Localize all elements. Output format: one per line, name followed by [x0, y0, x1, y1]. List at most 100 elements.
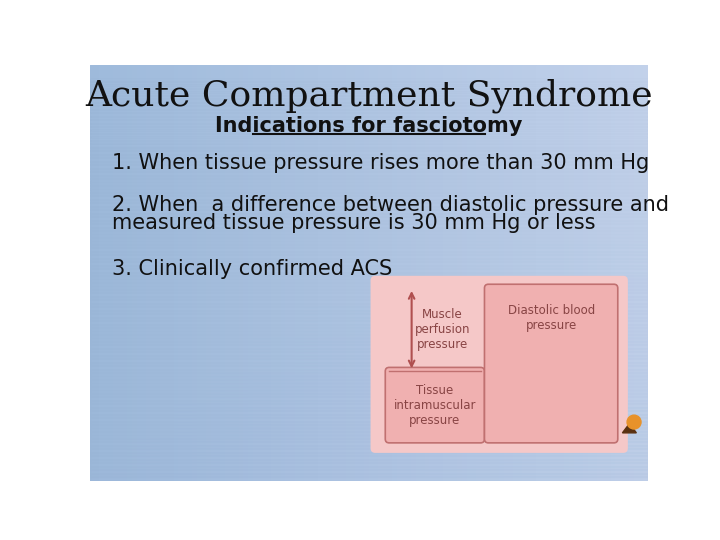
- Polygon shape: [622, 423, 636, 433]
- Bar: [444, 65, 449, 481]
- Bar: [90, 223, 648, 228]
- Bar: [90, 199, 648, 204]
- Bar: [90, 452, 648, 456]
- Bar: [90, 472, 648, 477]
- Bar: [90, 348, 648, 353]
- Bar: [90, 91, 648, 96]
- Bar: [90, 202, 648, 207]
- Bar: [300, 65, 305, 481]
- Bar: [243, 65, 249, 481]
- Bar: [271, 65, 277, 481]
- Text: Diastolic blood
pressure: Diastolic blood pressure: [508, 304, 595, 332]
- Bar: [555, 65, 561, 481]
- Bar: [90, 282, 648, 287]
- Bar: [90, 458, 648, 463]
- Bar: [90, 400, 648, 404]
- Bar: [90, 206, 648, 211]
- Bar: [90, 81, 648, 85]
- Bar: [90, 154, 648, 158]
- Bar: [90, 279, 648, 283]
- Bar: [90, 123, 648, 127]
- Bar: [90, 185, 648, 190]
- Bar: [90, 396, 648, 401]
- Bar: [499, 65, 505, 481]
- Bar: [336, 65, 342, 481]
- Bar: [90, 365, 648, 370]
- Bar: [90, 320, 648, 325]
- Bar: [90, 137, 648, 141]
- Bar: [90, 445, 648, 449]
- Bar: [574, 65, 580, 481]
- Bar: [90, 67, 648, 72]
- Bar: [202, 65, 207, 481]
- Bar: [629, 65, 635, 481]
- Bar: [90, 375, 648, 380]
- Bar: [569, 65, 575, 481]
- Bar: [90, 386, 648, 390]
- Bar: [318, 65, 324, 481]
- Bar: [285, 65, 291, 481]
- Bar: [90, 71, 648, 75]
- Bar: [290, 65, 296, 481]
- Bar: [495, 65, 500, 481]
- Bar: [90, 78, 648, 82]
- Bar: [90, 157, 648, 162]
- Bar: [397, 65, 402, 481]
- Bar: [90, 330, 648, 335]
- Bar: [536, 65, 542, 481]
- Bar: [122, 65, 128, 481]
- Bar: [383, 65, 389, 481]
- Bar: [90, 254, 648, 259]
- Bar: [374, 65, 379, 481]
- Bar: [90, 309, 648, 314]
- Bar: [90, 272, 648, 276]
- Bar: [402, 65, 408, 481]
- Bar: [90, 355, 648, 359]
- Text: 3. Clinically confirmed ACS: 3. Clinically confirmed ACS: [112, 259, 392, 279]
- Text: 1. When tissue pressure rises more than 30 mm Hg: 1. When tissue pressure rises more than …: [112, 153, 649, 173]
- Bar: [90, 351, 648, 356]
- Bar: [192, 65, 198, 481]
- Bar: [90, 251, 648, 255]
- Bar: [578, 65, 584, 481]
- Bar: [90, 414, 648, 418]
- Bar: [90, 275, 648, 280]
- Bar: [90, 64, 648, 68]
- Bar: [616, 65, 621, 481]
- Bar: [141, 65, 147, 481]
- Bar: [90, 98, 648, 103]
- Bar: [248, 65, 254, 481]
- Bar: [90, 150, 648, 155]
- Bar: [90, 407, 648, 411]
- Bar: [90, 102, 648, 106]
- Bar: [476, 65, 482, 481]
- Bar: [239, 65, 245, 481]
- Bar: [90, 334, 648, 339]
- Bar: [179, 65, 184, 481]
- Bar: [90, 95, 648, 99]
- Bar: [90, 441, 648, 446]
- Bar: [90, 438, 648, 442]
- Bar: [90, 181, 648, 186]
- Bar: [253, 65, 258, 481]
- Bar: [90, 286, 648, 290]
- Bar: [99, 65, 105, 481]
- Bar: [90, 417, 648, 422]
- Bar: [183, 65, 189, 481]
- Bar: [90, 74, 648, 79]
- Bar: [164, 65, 170, 481]
- Bar: [620, 65, 626, 481]
- Bar: [351, 65, 356, 481]
- Bar: [90, 143, 648, 148]
- Bar: [90, 345, 648, 349]
- Bar: [90, 268, 648, 273]
- Bar: [90, 140, 648, 145]
- Text: Tissue
intramuscular
pressure: Tissue intramuscular pressure: [394, 383, 476, 427]
- Bar: [90, 476, 648, 481]
- Bar: [90, 362, 648, 366]
- Bar: [90, 265, 648, 269]
- Bar: [593, 65, 598, 481]
- Bar: [155, 65, 161, 481]
- Bar: [453, 65, 459, 481]
- Text: Muscle
perfusion
pressure: Muscle perfusion pressure: [415, 308, 470, 351]
